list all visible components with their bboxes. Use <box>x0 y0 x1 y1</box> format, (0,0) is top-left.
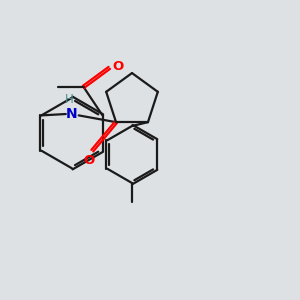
Text: O: O <box>112 60 123 73</box>
Text: N: N <box>66 107 78 121</box>
Text: O: O <box>83 154 94 167</box>
Text: H: H <box>65 93 74 106</box>
